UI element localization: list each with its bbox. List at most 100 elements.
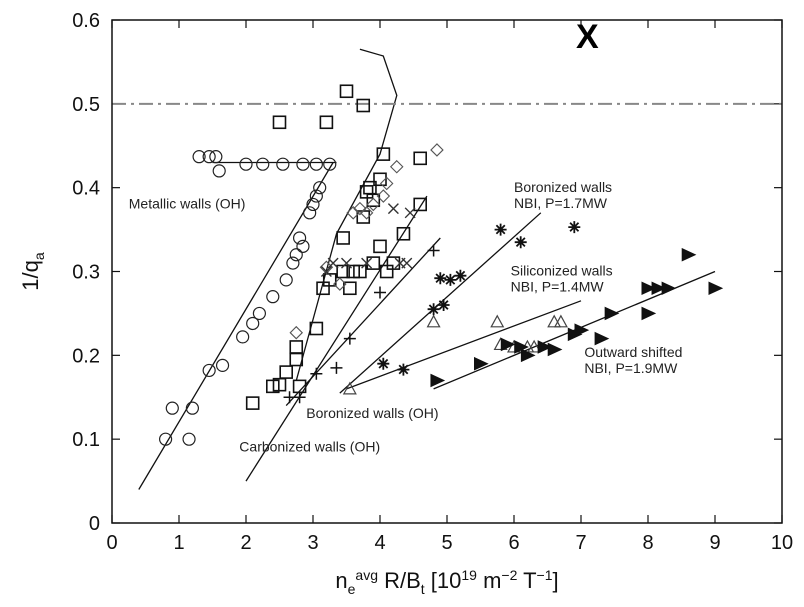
plus-marker — [374, 286, 386, 299]
square-marker — [353, 264, 367, 279]
x-tick-label: 8 — [642, 532, 653, 554]
square-marker — [376, 147, 391, 161]
diamond-marker — [366, 197, 381, 212]
x-tick-label: 3 — [307, 532, 318, 554]
circle-marker — [303, 206, 317, 220]
x-marker — [327, 257, 339, 269]
circle-marker — [293, 231, 307, 245]
x-marker — [361, 257, 373, 269]
annotation-line: Boronized walls — [514, 179, 612, 195]
axis-ticks — [111, 19, 783, 524]
circle-marker — [289, 248, 303, 262]
square-marker — [309, 321, 324, 336]
circle-marker — [239, 157, 253, 171]
x-tick-label: 9 — [709, 532, 720, 554]
plus-marker — [343, 332, 356, 345]
triangle-up-marker — [547, 314, 562, 328]
square-marker — [319, 115, 334, 130]
circle-marker — [209, 150, 223, 164]
triangle-right-marker — [474, 356, 489, 371]
x-tick-label: 2 — [240, 532, 251, 554]
square-marker — [413, 197, 428, 212]
diamond-marker — [359, 206, 374, 220]
x-tick-label: 6 — [508, 532, 519, 554]
annotation-line: Outward shifted — [584, 344, 682, 360]
triangle-right-marker — [594, 331, 610, 346]
square-marker — [343, 281, 357, 296]
triangle-right-marker — [500, 337, 516, 352]
annotation: Metallic walls (OH) — [129, 196, 246, 212]
circle-marker — [256, 157, 270, 171]
x-tick-label: 10 — [771, 532, 793, 554]
square-marker — [272, 115, 287, 130]
circle-marker — [202, 150, 216, 164]
plus-marker — [310, 367, 323, 380]
triangle-right-marker — [651, 281, 667, 296]
circle-marker — [236, 330, 250, 344]
square-marker — [396, 226, 411, 241]
annotation: Boronized walls NBI, P=1.7MW — [514, 179, 612, 211]
circle-marker — [246, 316, 260, 331]
circle-marker — [309, 157, 323, 171]
annotation-line: NBI, P=1.7MW — [514, 195, 608, 211]
plus-marker — [427, 244, 440, 257]
fit-line — [285, 237, 441, 407]
square-marker — [289, 340, 304, 354]
asterisk-marker — [437, 299, 450, 311]
triangle-right-marker — [641, 281, 657, 296]
circle-marker — [252, 306, 266, 321]
diamond-marker — [430, 143, 444, 157]
square-marker — [339, 84, 354, 99]
x-marker — [320, 266, 332, 277]
diamond-marker — [379, 176, 394, 191]
square-marker — [245, 396, 260, 410]
x-tick-label: 1 — [173, 532, 184, 554]
y-tick-label: 0.4 — [72, 178, 100, 200]
tick-labels: 0 1 2 3 4 5 6 7 8 9 10 0 0.1 0.2 0.3 0.4 0.5 0.6 — [72, 10, 793, 554]
triangle-up-marker — [553, 314, 568, 328]
circle-marker — [313, 181, 327, 195]
y-tick-label: 0.5 — [72, 94, 100, 116]
circle-marker — [182, 432, 196, 446]
annotation: Siliconized walls NBI, P=1.4MW — [511, 263, 613, 295]
x-tick-label: 5 — [441, 532, 452, 554]
diamond-marker — [353, 201, 367, 216]
triangle-right-marker — [574, 323, 590, 337]
data-points — [159, 84, 724, 446]
square-marker — [366, 256, 381, 270]
circle-marker — [215, 358, 230, 372]
triangle-right-marker — [537, 340, 553, 354]
fit-line — [138, 162, 334, 490]
x-tick-label: 7 — [575, 532, 586, 554]
square-marker — [413, 151, 428, 166]
circle-marker — [212, 164, 226, 178]
plus-marker — [293, 391, 306, 404]
annotation-line: Siliconized walls — [511, 263, 613, 279]
x-marker — [341, 257, 352, 269]
fit-lines — [138, 48, 716, 490]
plus-marker — [330, 361, 343, 374]
square-marker — [279, 365, 294, 379]
triangle-right-marker — [661, 281, 677, 296]
fit-line — [346, 300, 582, 390]
y-axis-label: 1/qa — [18, 252, 47, 291]
square-marker — [336, 231, 350, 245]
diamond-marker — [389, 159, 404, 174]
asterisk-marker — [494, 223, 507, 236]
fit-line — [245, 195, 428, 482]
circle-marker — [296, 239, 310, 253]
x-axis-label: neavg R/Bt [1019 m−2 T−1] — [335, 567, 558, 597]
square-marker — [356, 98, 371, 113]
triangle-right-marker — [430, 373, 446, 388]
annotation-line: Boronized walls (OH) — [306, 405, 438, 421]
annotation-line: Carbonized walls (OH) — [239, 439, 380, 455]
diamond-marker — [333, 277, 347, 291]
triangle-up-marker — [490, 314, 505, 328]
annotations: Metallic walls (OH) Boronized walls NBI, P… — [129, 179, 683, 455]
x-marker — [387, 203, 399, 215]
triangle-right-marker — [708, 281, 724, 296]
square-marker — [373, 239, 387, 254]
circle-marker — [309, 189, 323, 203]
annotation: Boronized walls (OH) — [306, 405, 438, 421]
corner-x-mark: X — [576, 18, 599, 56]
